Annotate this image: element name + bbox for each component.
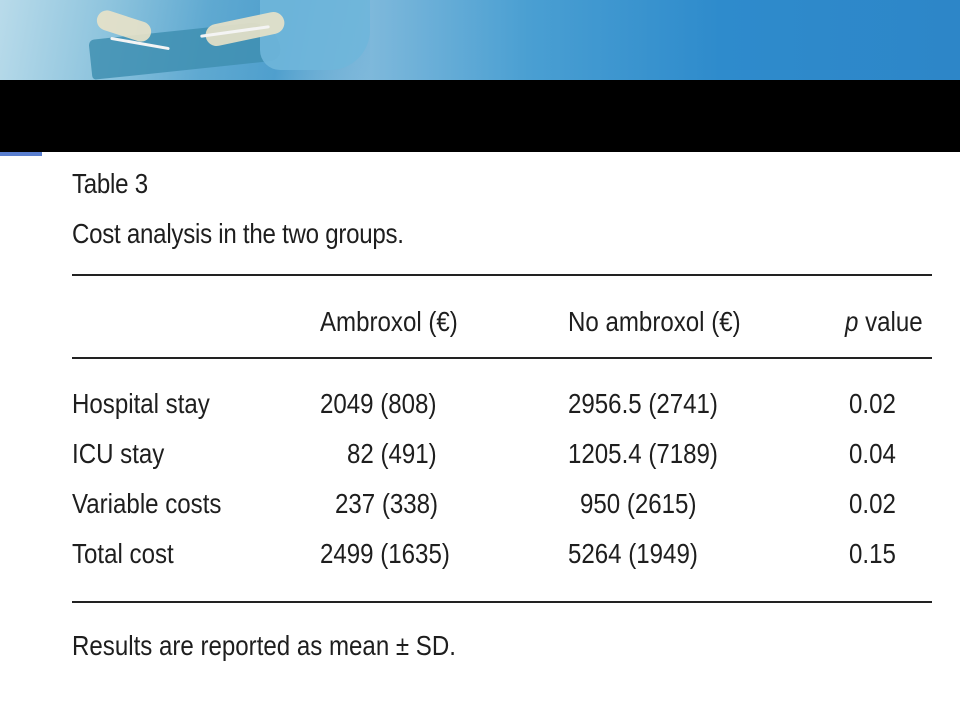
row-p-value: 0.15 bbox=[849, 538, 896, 569]
p-value-word: value bbox=[858, 306, 923, 337]
row-ambroxol-value: 82 (491) bbox=[347, 438, 437, 469]
row-p-value: 0.04 bbox=[849, 438, 896, 469]
row-label: Variable costs bbox=[72, 488, 222, 519]
table-footnote: Results are reported as mean ± SD. bbox=[72, 630, 456, 661]
row-no-ambroxol-value: 5264 (1949) bbox=[568, 538, 698, 569]
row-ambroxol-value: 2049 (808) bbox=[320, 388, 437, 419]
column-header-ambroxol: Ambroxol (€) bbox=[320, 306, 458, 337]
row-label: ICU stay bbox=[72, 438, 165, 469]
surgeon-sleeve-shape bbox=[260, 0, 370, 70]
row-ambroxol-value: 2499 (1635) bbox=[320, 538, 450, 569]
row-no-ambroxol-value: 950 (2615) bbox=[580, 488, 697, 519]
row-no-ambroxol-value: 2956.5 (2741) bbox=[568, 388, 718, 419]
row-label: Total cost bbox=[72, 538, 174, 569]
row-p-value: 0.02 bbox=[849, 488, 896, 519]
surgery-photo bbox=[0, 0, 370, 80]
row-label: Hospital stay bbox=[72, 388, 210, 419]
accent-bar bbox=[0, 152, 42, 156]
table-top-rule bbox=[72, 274, 932, 276]
title-bar bbox=[0, 80, 960, 152]
row-no-ambroxol-value: 1205.4 (7189) bbox=[568, 438, 718, 469]
row-p-value: 0.02 bbox=[849, 388, 896, 419]
header-banner bbox=[0, 0, 960, 80]
table-bottom-rule bbox=[72, 601, 932, 603]
column-header-p-value: p value bbox=[845, 306, 923, 338]
table-caption: Cost analysis in the two groups. bbox=[72, 218, 404, 249]
p-letter: p bbox=[845, 306, 859, 337]
table-header-rule bbox=[72, 357, 932, 359]
row-ambroxol-value: 237 (338) bbox=[335, 488, 439, 519]
table-label: Table 3 bbox=[72, 168, 148, 199]
column-header-no-ambroxol: No ambroxol (€) bbox=[568, 306, 741, 337]
